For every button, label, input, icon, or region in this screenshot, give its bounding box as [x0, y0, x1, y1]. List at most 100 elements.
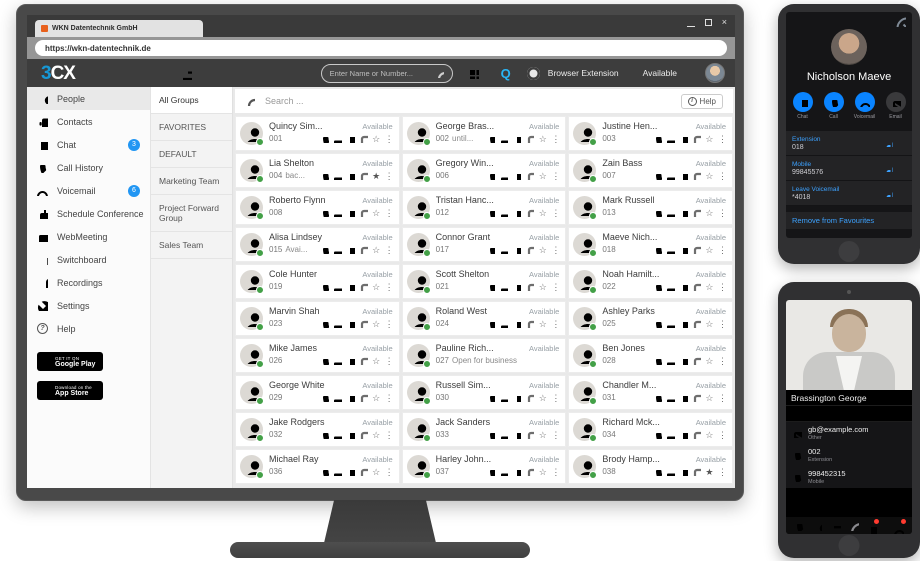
- chat-icon[interactable]: [679, 319, 688, 328]
- video-call-icon[interactable]: [500, 208, 509, 217]
- more-options-icon[interactable]: ⋮: [551, 133, 561, 144]
- group-item[interactable]: FAVORITES: [151, 114, 232, 141]
- queue-indicator[interactable]: Q: [500, 65, 511, 81]
- contact-card-icon[interactable]: [526, 208, 535, 217]
- copy-icon[interactable]: [885, 139, 893, 147]
- call-icon[interactable]: [487, 467, 496, 476]
- chat-icon[interactable]: [679, 134, 688, 143]
- contact-card-icon[interactable]: [359, 282, 368, 291]
- video-call-icon[interactable]: [886, 408, 898, 419]
- favorite-star-icon[interactable]: ☆: [705, 281, 714, 292]
- more-options-icon[interactable]: ⋮: [551, 170, 561, 181]
- chat-icon[interactable]: [513, 171, 522, 180]
- contact-card-icon[interactable]: [692, 319, 701, 328]
- home-button[interactable]: [838, 241, 860, 262]
- contact-card-icon[interactable]: [359, 467, 368, 476]
- more-options-icon[interactable]: ⋮: [384, 244, 394, 255]
- chat-icon[interactable]: [679, 393, 688, 402]
- contact-card-icon[interactable]: [692, 430, 701, 439]
- more-options-icon[interactable]: ⋮: [718, 133, 727, 144]
- contact-card[interactable]: Roland West Available 024: [401, 301, 567, 336]
- sidebar-item-schedule-conference[interactable]: Schedule Conference: [27, 202, 150, 225]
- chat-icon[interactable]: [679, 282, 688, 291]
- contact-card-icon[interactable]: [526, 319, 535, 328]
- contact-card-icon[interactable]: [359, 430, 368, 439]
- group-item[interactable]: All Groups: [151, 87, 232, 114]
- contact-card-icon[interactable]: [692, 467, 701, 476]
- favorite-star-icon[interactable]: ☆: [538, 170, 547, 181]
- contact-card[interactable]: Chandler M... Available 031: [568, 375, 733, 410]
- chat-icon[interactable]: [346, 282, 355, 291]
- video-call-icon[interactable]: [333, 356, 342, 365]
- sidebar-item-webmeeting[interactable]: WebMeeting: [27, 225, 150, 248]
- contact-card-icon[interactable]: [692, 208, 701, 217]
- favorite-star-icon[interactable]: ★: [372, 170, 381, 181]
- user-avatar[interactable]: [705, 63, 725, 83]
- phone-action-button[interactable]: Chat: [792, 92, 814, 120]
- favorite-star-icon[interactable]: ★: [705, 466, 714, 477]
- favorite-star-icon[interactable]: ☆: [372, 133, 381, 144]
- more-options-icon[interactable]: ⋮: [384, 392, 394, 403]
- contact-card[interactable]: Jake Rodgers Available 032: [235, 412, 400, 447]
- video-call-icon[interactable]: [333, 245, 342, 254]
- favorite-star-icon[interactable]: ☆: [705, 355, 714, 366]
- browser-extension-dropdown[interactable]: Browser Extension: [547, 68, 619, 78]
- video-call-icon[interactable]: [500, 171, 509, 180]
- more-options-icon[interactable]: ⋮: [551, 392, 561, 403]
- more-options-icon[interactable]: ⋮: [551, 466, 561, 477]
- call-icon[interactable]: [653, 319, 662, 328]
- video-call-icon[interactable]: [666, 430, 675, 439]
- contact-field-row[interactable]: gb@example.com Other: [786, 422, 912, 444]
- contact-field-row[interactable]: 998452315 Mobile: [786, 466, 912, 488]
- contact-card-icon[interactable]: [526, 467, 535, 476]
- call-icon[interactable]: [320, 393, 329, 402]
- chat-icon[interactable]: [346, 208, 355, 217]
- video-call-icon[interactable]: [333, 282, 342, 291]
- chat-icon[interactable]: [513, 467, 522, 476]
- call-icon[interactable]: [653, 356, 662, 365]
- contact-card-icon[interactable]: [359, 245, 368, 254]
- contact-card[interactable]: Richard Mck... Available 034: [568, 412, 733, 447]
- more-options-icon[interactable]: ⋮: [384, 133, 394, 144]
- video-call-icon[interactable]: [500, 430, 509, 439]
- more-options-icon[interactable]: ⋮: [551, 429, 561, 440]
- video-call-icon[interactable]: [666, 208, 675, 217]
- contact-card[interactable]: Gregory Win... Available 006: [401, 153, 567, 188]
- video-call-icon[interactable]: [666, 319, 675, 328]
- google-play-badge[interactable]: GET IT ON Google Play: [37, 352, 103, 371]
- more-options-icon[interactable]: ⋮: [384, 318, 394, 329]
- favorite-star-icon[interactable]: ☆: [538, 281, 547, 292]
- call-icon[interactable]: [653, 467, 662, 476]
- video-call-icon[interactable]: [500, 467, 509, 476]
- app-store-badge[interactable]: Download on the App Store: [37, 381, 103, 400]
- phone-action-button[interactable]: Call: [823, 92, 845, 120]
- contact-card[interactable]: Mark Russell Available 013: [568, 190, 733, 225]
- call-icon[interactable]: [487, 282, 496, 291]
- group-item[interactable]: Sales Team: [151, 232, 232, 259]
- more-options-icon[interactable]: ⋮: [718, 170, 727, 181]
- call-icon[interactable]: [653, 134, 662, 143]
- people-search-input[interactable]: Search ...: [265, 96, 304, 106]
- call-icon[interactable]: [320, 282, 329, 291]
- video-call-icon[interactable]: [333, 393, 342, 402]
- call-icon[interactable]: [320, 467, 329, 476]
- video-call-icon[interactable]: [500, 319, 509, 328]
- browser-tab[interactable]: WKN Datentechnik GmbH: [35, 20, 203, 37]
- contact-card-icon[interactable]: [692, 245, 701, 254]
- group-item[interactable]: Marketing Team: [151, 168, 232, 195]
- more-options-icon[interactable]: ⋮: [384, 281, 394, 292]
- more-options-icon[interactable]: ⋮: [384, 466, 394, 477]
- contact-card[interactable]: Lia Shelton Available 004 bac...: [235, 153, 400, 188]
- call-icon[interactable]: [320, 208, 329, 217]
- contact-card-icon[interactable]: [526, 282, 535, 291]
- sidebar-item-recordings[interactable]: Recordings: [27, 271, 150, 294]
- video-call-icon[interactable]: [333, 134, 342, 143]
- contact-card-icon[interactable]: [692, 282, 701, 291]
- contact-card[interactable]: Alisa Lindsey Available 015 Avai...: [235, 227, 400, 262]
- contact-card[interactable]: Roberto Flynn Available 008: [235, 190, 400, 225]
- contact-card[interactable]: Connor Grant Available 017: [401, 227, 567, 262]
- chat-icon[interactable]: [346, 245, 355, 254]
- contact-card-icon[interactable]: [359, 393, 368, 402]
- copy-icon[interactable]: [885, 164, 893, 172]
- more-options-icon[interactable]: ⋮: [384, 429, 394, 440]
